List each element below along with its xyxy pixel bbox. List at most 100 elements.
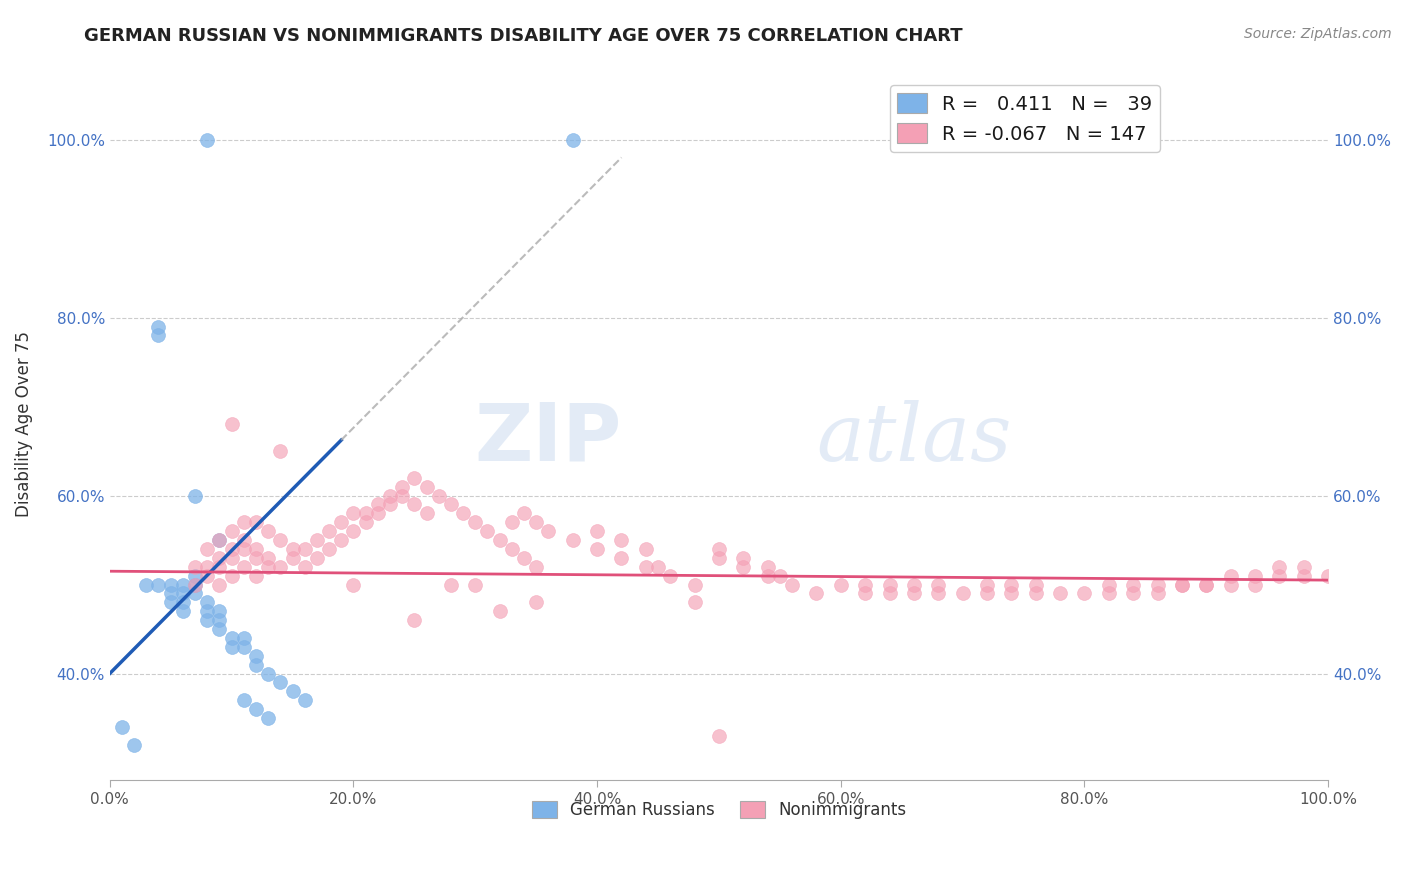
Point xyxy=(245,550,267,565)
Point xyxy=(159,586,181,600)
Point xyxy=(1171,577,1194,591)
Point xyxy=(707,541,730,556)
Point xyxy=(853,577,876,591)
Point xyxy=(257,666,280,681)
Point xyxy=(1122,577,1144,591)
Text: Source: ZipAtlas.com: Source: ZipAtlas.com xyxy=(1244,27,1392,41)
Point xyxy=(1098,586,1121,600)
Point xyxy=(1268,568,1291,582)
Point xyxy=(257,524,280,538)
Point xyxy=(1219,577,1241,591)
Point xyxy=(208,622,231,636)
Point xyxy=(524,559,547,574)
Point xyxy=(404,498,426,512)
Point xyxy=(610,550,633,565)
Point xyxy=(830,577,852,591)
Point xyxy=(1195,577,1218,591)
Point xyxy=(342,577,364,591)
Point xyxy=(148,328,170,343)
Point xyxy=(184,559,207,574)
Point xyxy=(305,533,328,547)
Legend: German Russians, Nonimmigrants: German Russians, Nonimmigrants xyxy=(524,794,912,825)
Point xyxy=(440,577,463,591)
Point xyxy=(903,586,925,600)
Point xyxy=(221,568,243,582)
Point xyxy=(232,559,254,574)
Point xyxy=(659,568,682,582)
Point xyxy=(257,711,280,725)
Point xyxy=(647,559,669,574)
Point xyxy=(733,559,755,574)
Point xyxy=(221,524,243,538)
Text: GERMAN RUSSIAN VS NONIMMIGRANTS DISABILITY AGE OVER 75 CORRELATION CHART: GERMAN RUSSIAN VS NONIMMIGRANTS DISABILI… xyxy=(84,27,963,45)
Point xyxy=(318,524,340,538)
Text: atlas: atlas xyxy=(817,400,1012,477)
Point xyxy=(281,541,304,556)
Point xyxy=(148,577,170,591)
Point xyxy=(769,568,792,582)
Point xyxy=(232,693,254,707)
Point xyxy=(269,444,291,458)
Point xyxy=(221,640,243,654)
Point xyxy=(391,480,413,494)
Point xyxy=(172,604,194,618)
Point xyxy=(172,595,194,609)
Text: ZIP: ZIP xyxy=(474,400,621,477)
Point xyxy=(415,507,437,521)
Point xyxy=(1171,577,1194,591)
Point xyxy=(281,550,304,565)
Point xyxy=(184,577,207,591)
Point xyxy=(524,595,547,609)
Point xyxy=(245,702,267,716)
Point xyxy=(195,595,218,609)
Point xyxy=(879,577,901,591)
Point xyxy=(330,516,353,530)
Point xyxy=(853,586,876,600)
Point xyxy=(208,577,231,591)
Point xyxy=(1292,559,1315,574)
Point xyxy=(683,577,706,591)
Point xyxy=(952,586,974,600)
Point xyxy=(1098,577,1121,591)
Y-axis label: Disability Age Over 75: Disability Age Over 75 xyxy=(15,332,32,517)
Point xyxy=(208,533,231,547)
Point xyxy=(245,568,267,582)
Point xyxy=(281,684,304,698)
Point xyxy=(1244,568,1267,582)
Point xyxy=(927,586,949,600)
Point xyxy=(451,507,474,521)
Point xyxy=(221,550,243,565)
Point xyxy=(1146,577,1168,591)
Point xyxy=(683,595,706,609)
Point xyxy=(195,133,218,147)
Point xyxy=(1146,586,1168,600)
Point xyxy=(111,720,134,734)
Point xyxy=(367,498,389,512)
Point xyxy=(318,541,340,556)
Point xyxy=(404,471,426,485)
Point xyxy=(232,541,254,556)
Point xyxy=(184,577,207,591)
Point xyxy=(195,604,218,618)
Point xyxy=(378,489,401,503)
Point xyxy=(208,613,231,627)
Point xyxy=(1268,559,1291,574)
Point xyxy=(195,568,218,582)
Point xyxy=(501,516,523,530)
Point xyxy=(488,533,510,547)
Point xyxy=(733,550,755,565)
Point xyxy=(513,507,536,521)
Point xyxy=(488,604,510,618)
Point xyxy=(707,729,730,743)
Point xyxy=(561,533,583,547)
Point xyxy=(586,541,609,556)
Point xyxy=(208,559,231,574)
Point xyxy=(879,586,901,600)
Point xyxy=(1000,586,1022,600)
Point xyxy=(257,550,280,565)
Point xyxy=(756,568,779,582)
Point xyxy=(976,577,998,591)
Point xyxy=(232,533,254,547)
Point xyxy=(391,489,413,503)
Point xyxy=(404,613,426,627)
